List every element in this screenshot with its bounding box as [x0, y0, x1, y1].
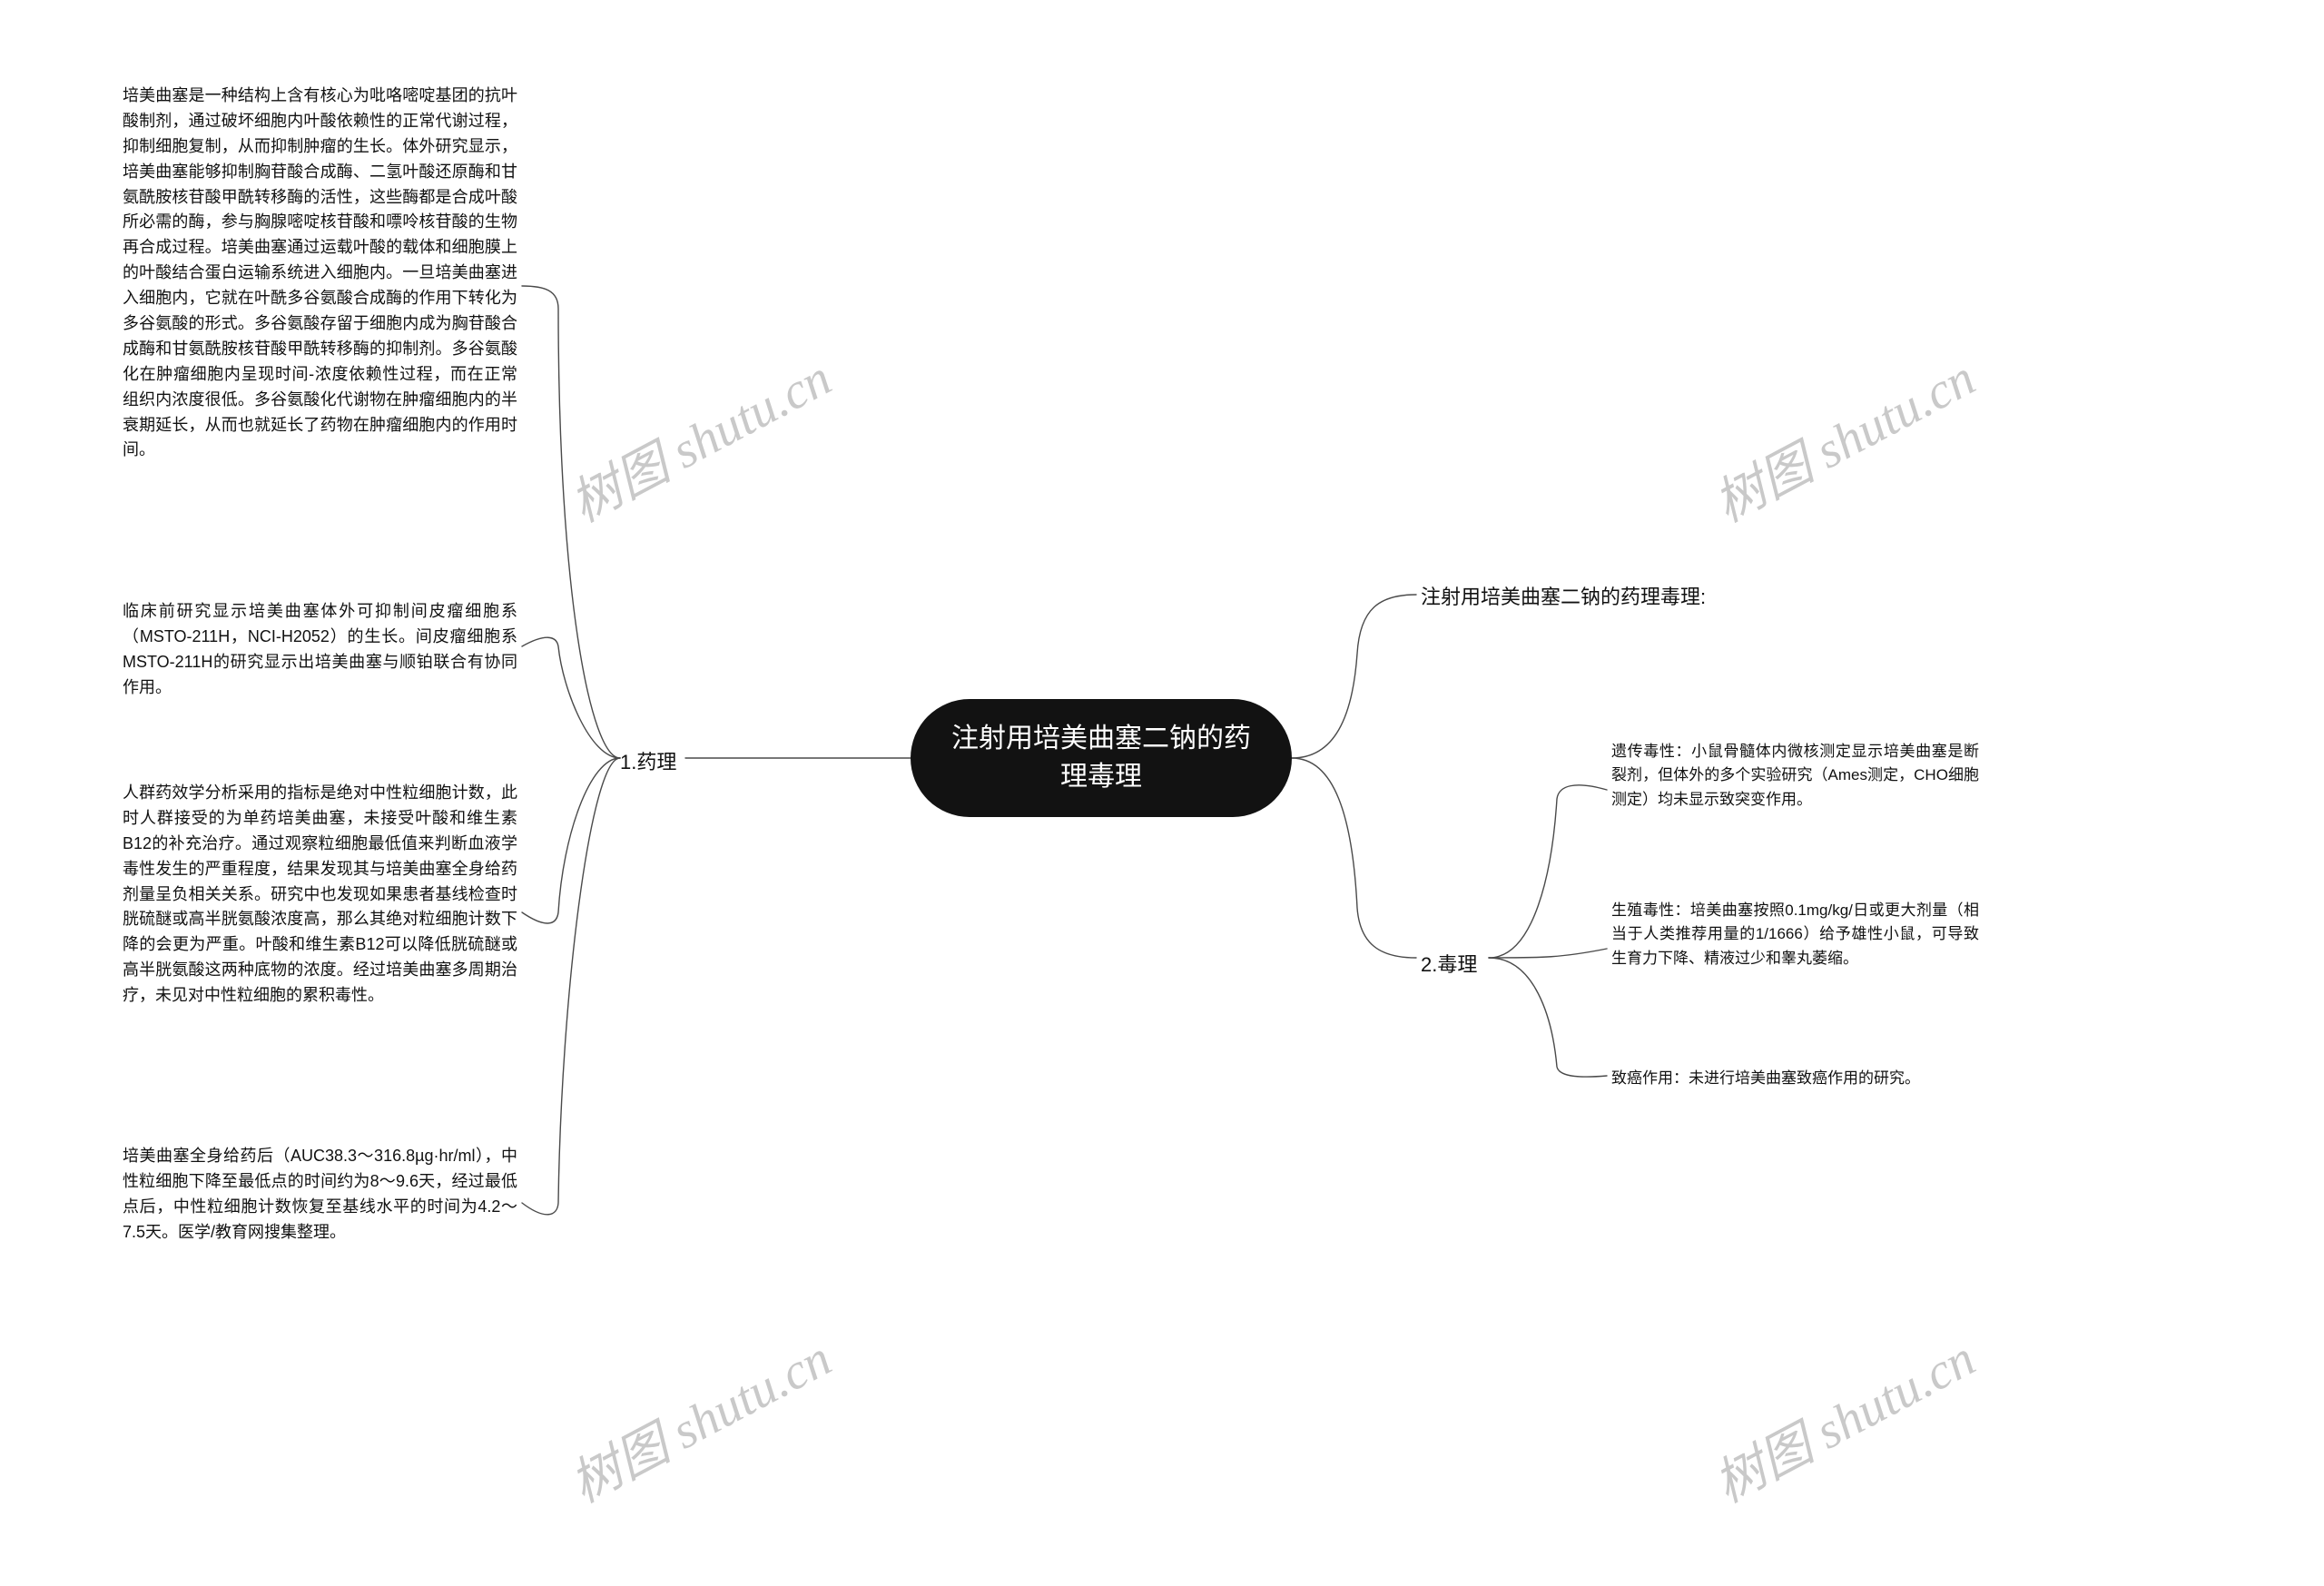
leaf-text: 临床前研究显示培美曲塞体外可抑制间皮瘤细胞系（MSTO-211H，NCI-H20… [123, 599, 517, 701]
watermark: 树图 shutu.cn [1699, 338, 1985, 537]
leaf-text: 致癌作用：未进行培美曲塞致癌作用的研究。 [1611, 1067, 1979, 1090]
mindmap-canvas: 树图 shutu.cn 树图 shutu.cn 树图 shutu.cn 树图 s… [0, 0, 2324, 1586]
leaf-text: 遗传毒性：小鼠骨髓体内微核测定显示培美曲塞是断裂剂，但体外的多个实验研究（Ame… [1611, 740, 1979, 812]
category-toxicology[interactable]: 2.毒理 [1421, 949, 1477, 978]
leaf-text: 培美曲塞是一种结构上含有核心为吡咯嘧啶基团的抗叶酸制剂，通过破坏细胞内叶酸依赖性… [123, 84, 517, 463]
leaf-text: 培美曲塞全身给药后（AUC38.3～316.8µg·hr/ml），中性粒细胞下降… [123, 1144, 517, 1246]
center-node[interactable]: 注射用培美曲塞二钠的药理毒理 [911, 699, 1292, 817]
leaf-text: 生殖毒性：培美曲塞按照0.1mg/kg/日或更大剂量（相当于人类推荐用量的1/1… [1611, 899, 1979, 970]
watermark: 树图 shutu.cn [556, 338, 842, 537]
watermark: 树图 shutu.cn [1699, 1318, 1985, 1517]
watermark: 树图 shutu.cn [556, 1318, 842, 1517]
section-title: 注射用培美曲塞二钠的药理毒理: [1421, 581, 1706, 610]
category-pharmacology[interactable]: 1.药理 [620, 746, 676, 775]
center-node-label: 注射用培美曲塞二钠的药理毒理 [947, 720, 1256, 796]
leaf-text: 人群药效学分析采用的指标是绝对中性粒细胞计数，此时人群接受的为单药培美曲塞，未接… [123, 781, 517, 1009]
